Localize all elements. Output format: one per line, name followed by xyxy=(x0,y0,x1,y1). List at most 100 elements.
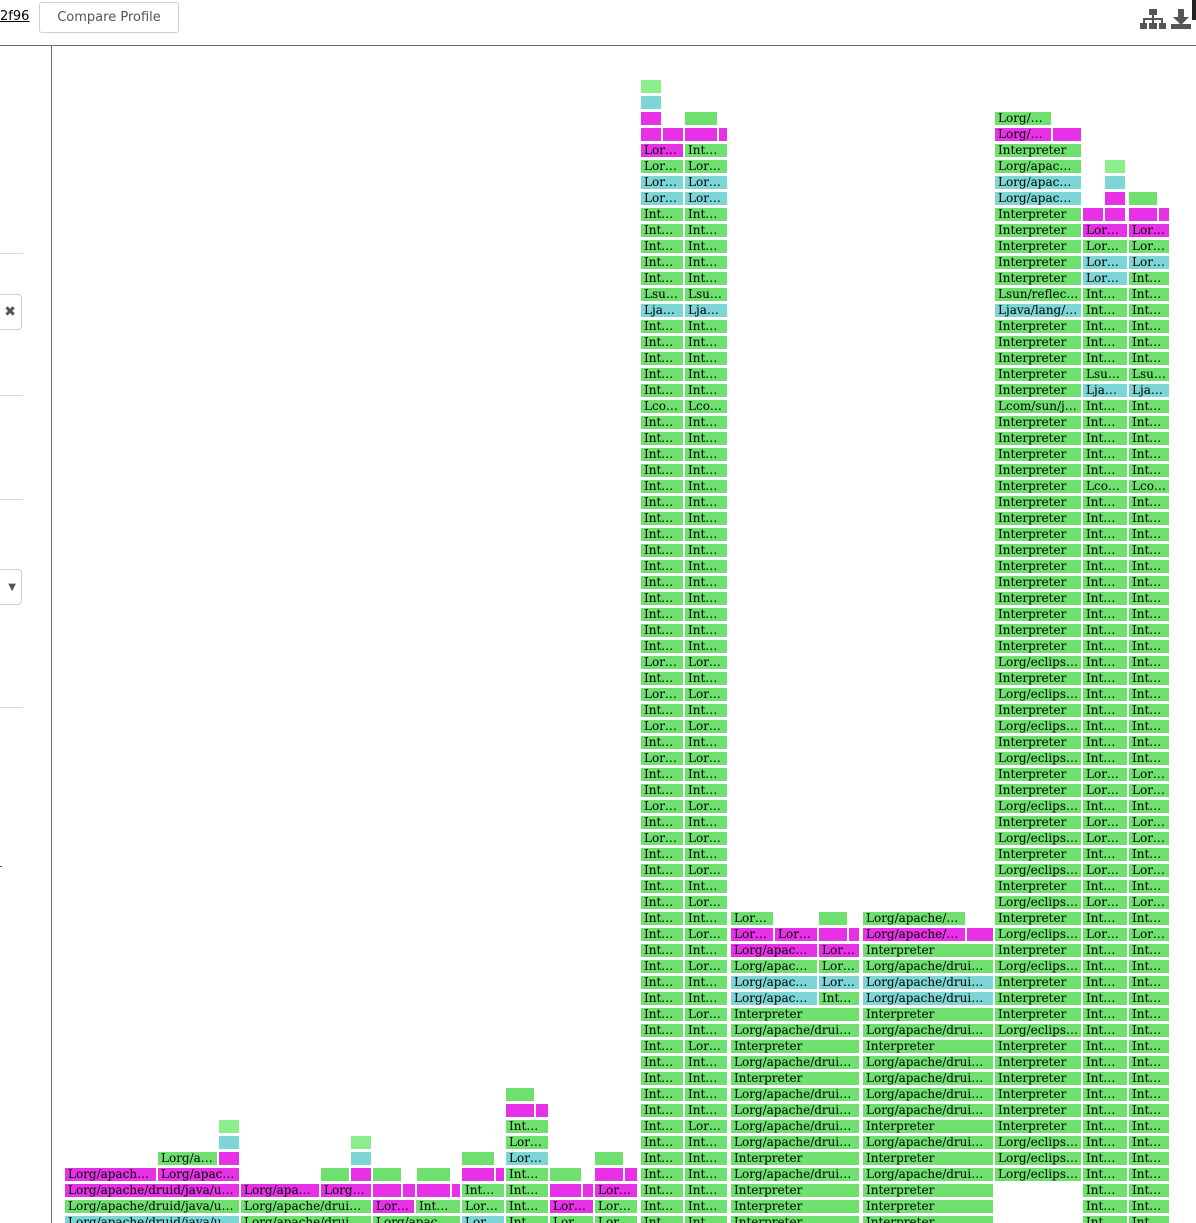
flame-frame[interactable] xyxy=(350,1151,372,1166)
flame-frame[interactable]: Int… xyxy=(1128,1039,1170,1054)
flame-frame[interactable]: Int… xyxy=(1082,751,1128,766)
flame-frame[interactable]: Int… xyxy=(640,1199,684,1214)
clear-filter-button[interactable]: ✖ xyxy=(0,294,22,330)
flame-frame[interactable]: Interpreter xyxy=(994,271,1082,286)
flame-frame[interactable]: Interpreter xyxy=(994,639,1082,654)
flame-frame[interactable]: Interpreter xyxy=(994,495,1082,510)
flame-frame[interactable]: Lor… xyxy=(640,687,684,702)
flame-frame[interactable]: Lor… xyxy=(684,799,728,814)
flame-frame[interactable]: Lor… xyxy=(640,175,684,190)
flame-frame[interactable]: Int… xyxy=(640,895,684,910)
flame-frame[interactable]: Interpreter xyxy=(994,671,1082,686)
flame-frame[interactable]: Int… xyxy=(640,1215,684,1223)
flame-frame[interactable]: Int… xyxy=(684,1215,728,1223)
flame-frame[interactable] xyxy=(640,111,662,126)
flame-frame[interactable]: Interpreter xyxy=(994,527,1082,542)
flame-frame[interactable]: Int… xyxy=(640,911,684,926)
flame-frame[interactable]: Lor… xyxy=(684,1119,728,1134)
flame-frame[interactable]: Int… xyxy=(684,991,728,1006)
flame-frame[interactable]: Lor… xyxy=(640,159,684,174)
flame-frame[interactable] xyxy=(624,1167,638,1182)
flame-frame[interactable] xyxy=(218,1135,240,1150)
flame-frame[interactable]: Int… xyxy=(640,943,684,958)
flame-frame[interactable]: Int… xyxy=(640,783,684,798)
flame-frame[interactable]: Lorg/eclips… xyxy=(994,831,1082,846)
flame-frame[interactable]: Lorg/apache/drui… xyxy=(730,1119,860,1134)
flame-frame[interactable] xyxy=(416,1167,451,1182)
flame-frame[interactable]: Lor… xyxy=(730,911,774,926)
flame-frame[interactable]: Lco… xyxy=(1128,479,1170,494)
flame-frame[interactable]: Int… xyxy=(640,975,684,990)
flame-frame[interactable]: Int… xyxy=(684,703,728,718)
flame-frame[interactable]: Int… xyxy=(640,863,684,878)
flame-frame[interactable]: Int… xyxy=(640,463,684,478)
flame-frame[interactable]: Int… xyxy=(1128,719,1170,734)
flame-frame[interactable]: Int… xyxy=(640,671,684,686)
flame-frame[interactable]: Int… xyxy=(1082,607,1128,622)
flame-frame[interactable]: Int… xyxy=(1128,1023,1170,1038)
flame-frame[interactable]: Interpreter xyxy=(730,1183,860,1198)
flame-frame[interactable]: Int… xyxy=(684,511,728,526)
flame-frame[interactable]: Interpreter xyxy=(862,1215,994,1223)
flame-frame[interactable] xyxy=(535,1103,549,1118)
flame-frame[interactable]: Int… xyxy=(1082,511,1128,526)
hierarchy-icon[interactable] xyxy=(1140,8,1166,30)
flame-frame[interactable]: Lorg/apache/druid/java/u… xyxy=(64,1183,240,1198)
flame-frame[interactable]: Int… xyxy=(640,319,684,334)
flame-frame[interactable]: Int… xyxy=(640,383,684,398)
flame-frame[interactable]: Lor… xyxy=(684,959,728,974)
flame-frame[interactable]: Lorg/a… xyxy=(157,1151,218,1166)
flame-frame[interactable]: Lor… xyxy=(1128,895,1170,910)
flame-frame[interactable]: Lorg/eclips… xyxy=(994,1023,1082,1038)
flame-frame[interactable]: Interpreter xyxy=(994,1007,1082,1022)
flame-frame[interactable]: Int… xyxy=(1128,735,1170,750)
flame-frame[interactable]: Int… xyxy=(1128,1215,1170,1223)
flame-frame[interactable]: Int… xyxy=(684,623,728,638)
flame-frame[interactable] xyxy=(549,1167,582,1182)
flame-frame[interactable]: Int… xyxy=(1082,415,1128,430)
flame-frame[interactable]: Lor… xyxy=(1128,255,1170,270)
flame-frame[interactable]: Int… xyxy=(640,1071,684,1086)
flame-frame[interactable]: Interpreter xyxy=(994,447,1082,462)
flame-frame[interactable]: Int… xyxy=(1128,1167,1170,1182)
flame-frame[interactable]: Int… xyxy=(684,639,728,654)
flame-frame[interactable]: Lorg/apa… xyxy=(240,1183,320,1198)
flame-frame[interactable]: Int… xyxy=(1082,911,1128,926)
flame-frame[interactable]: Int… xyxy=(684,1071,728,1086)
flame-frame[interactable]: Interpreter xyxy=(994,591,1082,606)
flame-frame[interactable]: Interpreter xyxy=(862,1199,994,1214)
flame-frame[interactable] xyxy=(718,127,728,142)
flame-frame[interactable]: Int… xyxy=(1082,719,1128,734)
flame-frame[interactable]: Lor… xyxy=(684,191,728,206)
flame-frame[interactable]: Interpreter xyxy=(994,623,1082,638)
flame-frame[interactable]: Lorg/eclips… xyxy=(994,687,1082,702)
flame-frame[interactable]: Int… xyxy=(1128,847,1170,862)
flame-frame[interactable]: Lor… xyxy=(1128,239,1170,254)
flame-frame[interactable]: Interpreter xyxy=(862,943,994,958)
flame-frame[interactable]: Interpreter xyxy=(994,479,1082,494)
flame-frame[interactable]: Interpreter xyxy=(730,1007,860,1022)
flame-frame[interactable]: Int… xyxy=(684,975,728,990)
flame-frame[interactable]: Int… xyxy=(684,1103,728,1118)
flame-frame[interactable]: Lor… xyxy=(461,1215,505,1223)
flame-frame[interactable]: Int… xyxy=(1082,1071,1128,1086)
flame-frame[interactable]: Int… xyxy=(684,255,728,270)
flame-frame[interactable]: Interpreter xyxy=(994,383,1082,398)
flame-frame[interactable]: Interpreter xyxy=(994,943,1082,958)
flame-frame[interactable]: Int… xyxy=(1128,1199,1170,1214)
flame-frame[interactable]: Lja… xyxy=(684,303,728,318)
flame-frame[interactable]: Interpreter xyxy=(994,143,1082,158)
flame-frame[interactable]: Lor… xyxy=(818,975,860,990)
flame-frame[interactable] xyxy=(1128,191,1158,206)
flame-frame[interactable]: Int… xyxy=(1082,847,1128,862)
flame-frame[interactable]: Interpreter xyxy=(994,911,1082,926)
flame-frame[interactable]: Interpreter xyxy=(994,335,1082,350)
flame-frame[interactable]: Lor… xyxy=(1128,815,1170,830)
flame-frame[interactable]: Lorg/eclips… xyxy=(994,751,1082,766)
flame-frame[interactable]: Int… xyxy=(640,1135,684,1150)
download-icon[interactable] xyxy=(1168,8,1194,30)
flame-frame[interactable]: Lor… xyxy=(1082,239,1128,254)
flame-frame[interactable]: Interpreter xyxy=(994,1119,1082,1134)
flame-frame[interactable]: Interpreter xyxy=(994,255,1082,270)
flame-frame[interactable]: Int… xyxy=(1128,1071,1170,1086)
